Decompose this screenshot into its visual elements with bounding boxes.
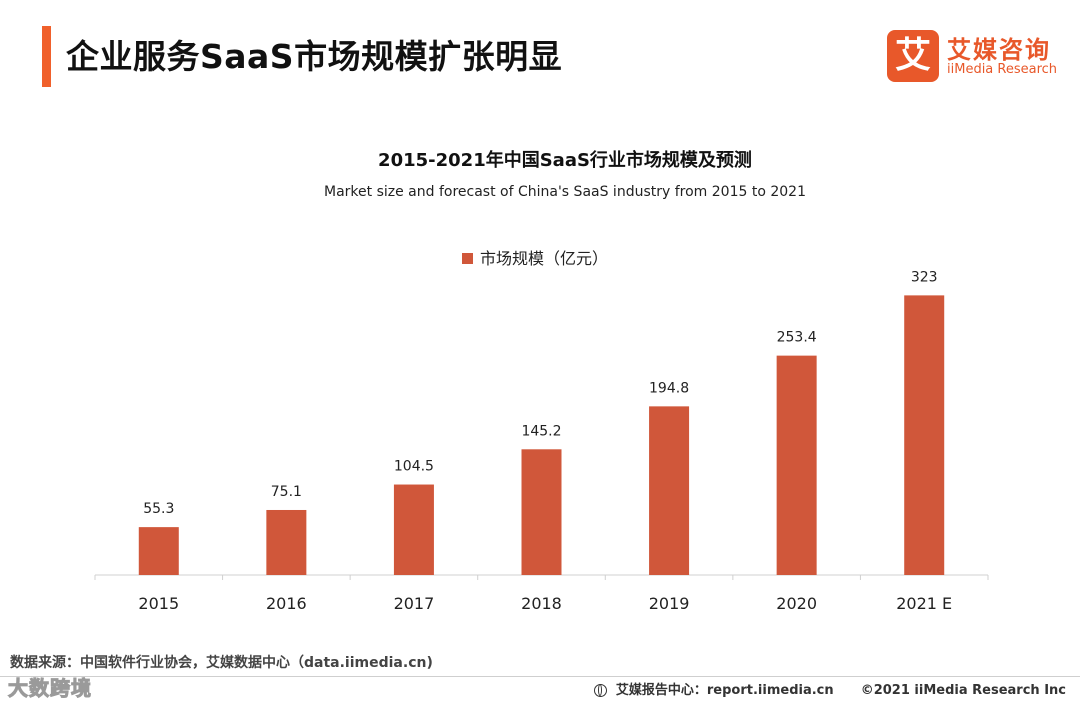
x-axis-ticks bbox=[94, 575, 989, 580]
globe-icon bbox=[594, 684, 608, 697]
legend-swatch bbox=[462, 253, 473, 264]
data-label: 253.4 bbox=[777, 330, 817, 346]
bar-2019 bbox=[649, 406, 690, 575]
data-source-note: 数据来源：中国软件行业协会，艾媒数据中心（data.iimedia.cn) bbox=[10, 655, 433, 671]
brand-logo: 艾 艾媒咨询 iiMedia Research bbox=[887, 30, 1067, 82]
logo-mark-icon: 艾 bbox=[887, 30, 939, 82]
data-labels: 55.3 75.1 104.5 145.2 194.8 253.4 323 bbox=[143, 269, 937, 517]
data-label: 104.5 bbox=[394, 459, 434, 475]
legend-label: 市场规模（亿元） bbox=[480, 249, 608, 268]
report-center-link[interactable]: 艾媒报告中心：report.iimedia.cn bbox=[615, 683, 834, 698]
data-label: 323 bbox=[911, 269, 938, 285]
bar-2021-E bbox=[904, 295, 945, 575]
footer-info: 艾媒报告中心：report.iimedia.cn ©2021 iiMedia R… bbox=[594, 679, 1066, 698]
bar-2016 bbox=[266, 509, 307, 575]
x-tick-label: 2017 bbox=[394, 594, 435, 613]
bar-series bbox=[138, 295, 945, 575]
bar-chart: 2015-2021年中国SaaS行业市场规模及预测 Market size an… bbox=[94, 149, 989, 613]
copyright-text: ©2021 iiMedia Research Inc bbox=[860, 683, 1066, 698]
x-tick-label: 2020 bbox=[776, 594, 817, 613]
logo-name-en: iiMedia Research bbox=[947, 62, 1058, 77]
chart-legend: 市场规模（亿元） bbox=[462, 249, 608, 268]
footer-divider bbox=[0, 676, 1080, 677]
x-axis-labels: 2015 2016 2017 2018 2019 2020 2021 E bbox=[138, 594, 952, 613]
data-label: 194.8 bbox=[649, 380, 689, 396]
chart-title: 2015-2021年中国SaaS行业市场规模及预测 bbox=[378, 149, 752, 171]
watermark: 大数跨境 bbox=[8, 676, 92, 701]
x-tick-label: 2016 bbox=[266, 594, 307, 613]
bar-2020 bbox=[776, 355, 817, 575]
bar-2018 bbox=[521, 449, 562, 575]
x-tick-label: 2018 bbox=[521, 594, 562, 613]
x-tick-label: 2015 bbox=[138, 594, 179, 613]
logo-name-cn: 艾媒咨询 bbox=[947, 36, 1051, 64]
bar-2017 bbox=[393, 484, 434, 575]
title-accent-bar bbox=[42, 26, 51, 87]
bar-2015 bbox=[138, 527, 179, 575]
chart-subtitle: Market size and forecast of China's SaaS… bbox=[324, 184, 806, 200]
page-title: 企业服务SaaS市场规模扩张明显 bbox=[66, 37, 563, 76]
data-label: 145.2 bbox=[521, 423, 561, 439]
x-tick-label: 2021 E bbox=[896, 594, 952, 613]
data-label: 55.3 bbox=[143, 501, 174, 517]
x-tick-label: 2019 bbox=[649, 594, 690, 613]
data-label: 75.1 bbox=[271, 484, 302, 500]
